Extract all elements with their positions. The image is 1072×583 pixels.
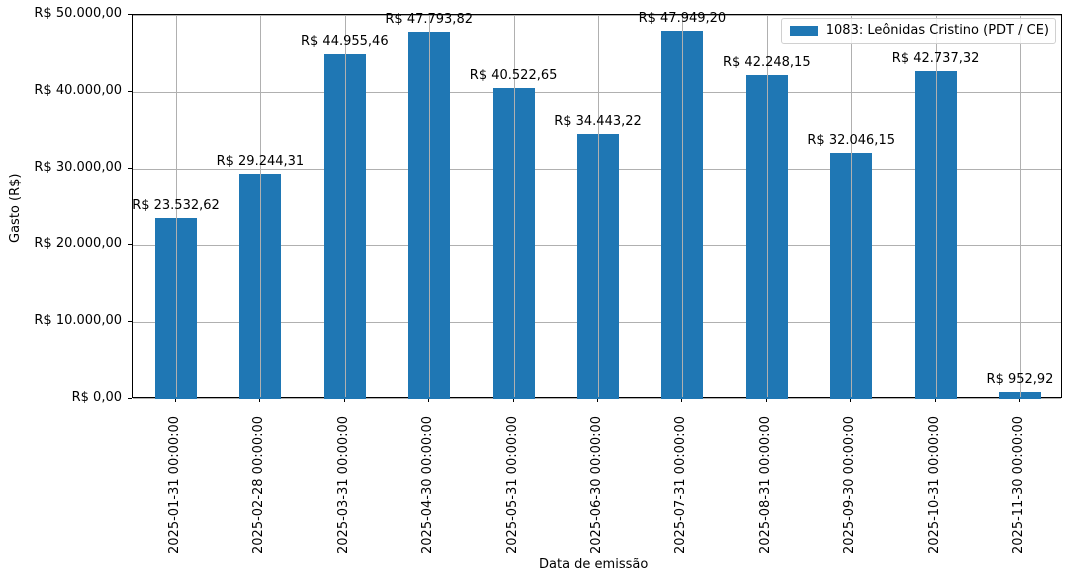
x-tick-label: 2025-06-30 00:00:00 — [589, 415, 604, 554]
gridline-vertical — [936, 15, 937, 397]
bar-value-label: R$ 29.244,31 — [216, 154, 305, 170]
x-tick-mark — [428, 398, 429, 402]
gridline-horizontal — [133, 92, 1061, 93]
bar-value-label: R$ 44.955,46 — [300, 33, 389, 49]
y-tick-label: R$ 30.000,00 — [34, 160, 122, 175]
gridline-vertical — [1020, 15, 1021, 397]
y-tick-mark — [128, 14, 132, 15]
gridline-vertical — [345, 15, 346, 397]
legend-label: 1083: Leônidas Cristino (PDT / CE) — [825, 23, 1049, 38]
bar — [745, 74, 788, 399]
y-tick-mark — [128, 244, 132, 245]
gridline-vertical — [176, 15, 177, 397]
y-tick-mark — [128, 398, 132, 399]
legend: 1083: Leônidas Cristino (PDT / CE) — [780, 18, 1056, 44]
y-tick-mark — [128, 168, 132, 169]
x-tick-label: 2025-11-30 00:00:00 — [1011, 415, 1026, 554]
bar-value-label: R$ 42.248,15 — [722, 54, 811, 70]
bar-value-label: R$ 47.793,82 — [385, 11, 473, 27]
bar-value-label: R$ 47.949,20 — [638, 10, 727, 26]
gridline-vertical — [682, 15, 683, 397]
x-tick-label: 2025-02-28 00:00:00 — [251, 415, 266, 554]
y-tick-label: R$ 20.000,00 — [34, 236, 122, 251]
x-tick-mark — [513, 398, 514, 402]
bar — [492, 87, 535, 399]
x-tick-label: 2025-03-31 00:00:00 — [336, 415, 351, 554]
bar-value-label: R$ 32.046,15 — [807, 132, 895, 148]
bar-value-label: R$ 23.532,62 — [132, 198, 220, 214]
x-tick-mark — [1019, 398, 1020, 402]
legend-swatch-icon — [789, 25, 818, 36]
gridline-vertical — [598, 15, 599, 397]
x-tick-mark — [850, 398, 851, 402]
bar — [914, 70, 957, 399]
y-axis-label: Gasto (R$) — [8, 173, 23, 243]
y-tick-mark — [128, 321, 132, 322]
gridline-vertical — [767, 15, 768, 397]
x-tick-label: 2025-07-31 00:00:00 — [673, 415, 688, 554]
bar-value-label: R$ 34.443,22 — [554, 114, 642, 130]
x-tick-label: 2025-09-30 00:00:00 — [842, 415, 857, 554]
gridline-vertical — [851, 15, 852, 397]
x-tick-mark — [935, 398, 936, 402]
x-tick-label: 2025-08-31 00:00:00 — [758, 415, 773, 554]
x-tick-mark — [597, 398, 598, 402]
gridline-vertical — [260, 15, 261, 397]
bar-value-label: R$ 952,92 — [986, 371, 1054, 387]
y-tick-mark — [128, 91, 132, 92]
x-tick-label: 2025-05-31 00:00:00 — [505, 415, 520, 554]
gridline-vertical — [429, 15, 430, 397]
x-tick-mark — [344, 398, 345, 402]
gridline-horizontal — [133, 15, 1061, 16]
bar-value-label: R$ 42.737,32 — [891, 50, 980, 66]
x-tick-mark — [681, 398, 682, 402]
x-tick-label: 2025-04-30 00:00:00 — [420, 415, 435, 554]
x-tick-mark — [175, 398, 176, 402]
bar-value-label: R$ 40.522,65 — [469, 67, 558, 83]
bar — [323, 53, 366, 399]
gridline-vertical — [514, 15, 515, 397]
x-tick-mark — [766, 398, 767, 402]
y-tick-label: R$ 50.000,00 — [34, 6, 122, 21]
y-tick-label: R$ 40.000,00 — [34, 83, 122, 98]
y-tick-label: R$ 10.000,00 — [34, 313, 122, 328]
x-tick-mark — [259, 398, 260, 402]
x-tick-label: 2025-10-31 00:00:00 — [927, 415, 942, 554]
x-tick-label: 2025-01-31 00:00:00 — [167, 415, 182, 554]
plot-area: R$ 23.532,62 R$ 29.244,31 R$ 44.955,46 R$ 4… — [132, 10, 1062, 399]
y-tick-label: R$ 0,00 — [71, 390, 122, 405]
x-axis-label: Data de emissão — [539, 557, 649, 572]
